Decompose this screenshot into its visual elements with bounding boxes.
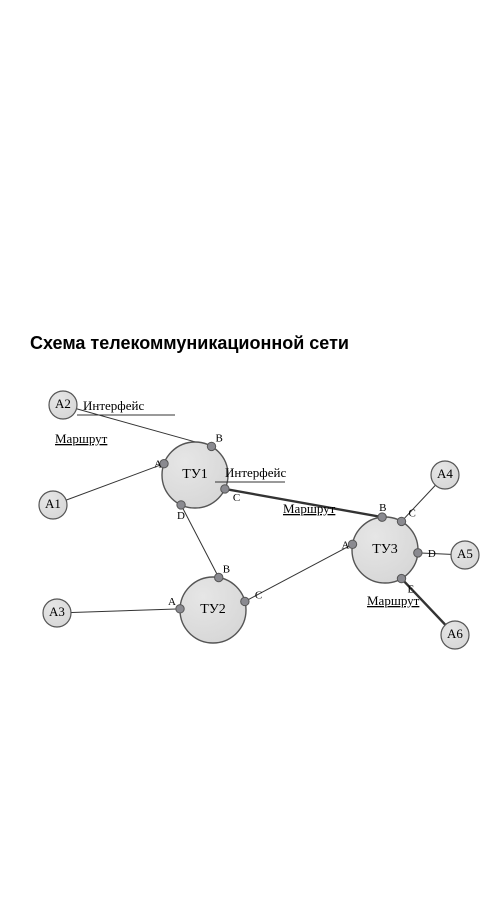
port-label-TU3-A: A xyxy=(342,539,350,551)
hub-label-TU2: ТУ2 xyxy=(200,602,225,617)
hub-label-TU3: ТУ3 xyxy=(372,542,397,557)
hub-label-TU1: ТУ1 xyxy=(182,467,207,482)
port-label-TU2-B: B xyxy=(223,564,230,576)
port-label-TU1-C: C xyxy=(233,492,240,504)
port-TU3-B xyxy=(378,513,386,521)
leaf-label-A6: A6 xyxy=(447,626,463,641)
edge-TU2-A-A3 xyxy=(57,609,180,613)
leaf-label-A3: A3 xyxy=(49,604,65,619)
port-TU1-D xyxy=(177,501,185,509)
annotation-3: Маршрут xyxy=(283,501,336,516)
port-TU3-C xyxy=(397,517,405,525)
leaf-label-A4: A4 xyxy=(437,466,453,481)
port-label-TU3-D: D xyxy=(428,548,436,560)
port-label-TU3-C: C xyxy=(409,507,416,519)
port-TU3-E xyxy=(397,574,405,582)
port-TU2-C xyxy=(241,597,249,605)
annotation-4: Маршрут xyxy=(367,593,420,608)
port-TU1-B xyxy=(207,442,215,450)
port-TU1-C xyxy=(221,485,229,493)
leaf-label-A2: A2 xyxy=(55,396,71,411)
leaf-label-A1: A1 xyxy=(45,496,61,511)
port-label-TU1-A: A xyxy=(154,459,162,471)
port-label-TU1-D: D xyxy=(177,510,185,522)
port-label-TU3-B: B xyxy=(379,502,386,514)
port-label-TU2-C: C xyxy=(255,589,262,601)
annotation-0: Интерфейс xyxy=(83,398,144,413)
network-diagram: ТУ1ТУ2ТУ3A1A2A3A4A5A6ABCDABCABCDEИнтерфе… xyxy=(15,375,495,685)
port-TU3-D xyxy=(414,549,422,557)
port-TU3-A xyxy=(348,540,356,548)
page-title: Схема телекоммуникационной сети xyxy=(30,333,349,354)
annotation-2: Интерфейс xyxy=(225,465,286,480)
port-TU2-B xyxy=(215,573,223,581)
port-label-TU1-B: B xyxy=(216,432,223,444)
port-label-TU2-A: A xyxy=(168,596,176,608)
edge-TU1-D-TU2-B xyxy=(181,505,219,578)
annotation-1: Маршрут xyxy=(55,431,108,446)
port-TU2-A xyxy=(176,605,184,613)
edge-TU1-A-A1 xyxy=(53,464,164,505)
leaf-label-A5: A5 xyxy=(457,546,473,561)
